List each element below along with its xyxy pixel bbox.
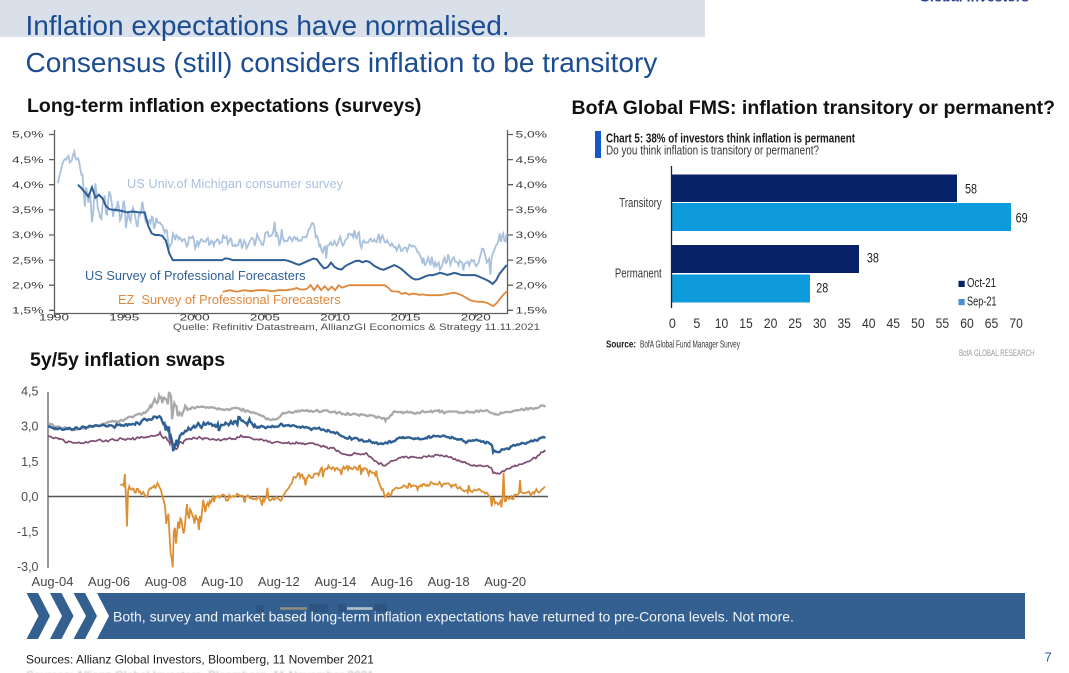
svg-text:Aug-12: Aug-12: [258, 574, 300, 589]
svg-text:2,0%: 2,0%: [516, 280, 548, 291]
svg-text:BofA GLOBAL RESEARCH: BofA GLOBAL RESEARCH: [959, 348, 1035, 358]
svg-text:4,5%: 4,5%: [516, 155, 548, 166]
svg-text:2,5%: 2,5%: [12, 255, 44, 266]
svg-text:30: 30: [813, 315, 827, 331]
svg-text:US Survey of Professional Fore: US Survey of Professional Forecasters: [85, 268, 305, 283]
svg-text:1995: 1995: [109, 313, 139, 324]
svg-text:2015: 2015: [391, 313, 421, 324]
svg-text:50: 50: [911, 315, 925, 331]
svg-text:3,0: 3,0: [21, 420, 38, 434]
svg-text:1,5%: 1,5%: [516, 306, 548, 317]
svg-text:EZ Survey of Professional For: EZ Survey of Professional Forecasters: [118, 292, 341, 307]
svg-text:0: 0: [669, 315, 676, 331]
svg-text:-3,0: -3,0: [17, 560, 39, 574]
svg-text:2000: 2000: [180, 313, 210, 324]
svg-text:Aug-20: Aug-20: [484, 574, 526, 589]
svg-text:BofA Global Fund Manager Surve: BofA Global Fund Manager Survey: [640, 340, 740, 351]
svg-text:Chart 5: 38% of investors thin: Chart 5: 38% of investors think inflatio…: [606, 131, 855, 146]
svg-text:Oct-21: Oct-21: [967, 275, 996, 290]
svg-text:Inflation expectations have no: Inflation expectations have normalised.: [26, 10, 510, 41]
svg-text:1,5: 1,5: [21, 455, 38, 469]
svg-text:Quelle: Refinitiv Datastream,: Quelle: Refinitiv Datastream, AllianzGI …: [173, 322, 540, 333]
svg-text:4,0%: 4,0%: [516, 180, 548, 191]
svg-text:5y/5y inflation swaps: 5y/5y inflation swaps: [30, 349, 225, 371]
svg-text:20: 20: [764, 315, 778, 331]
svg-text:5,0%: 5,0%: [516, 130, 548, 141]
svg-text:3,5%: 3,5%: [12, 205, 44, 216]
svg-text:1990: 1990: [39, 313, 69, 324]
svg-text:Sep-21: Sep-21: [967, 294, 997, 309]
svg-text:5: 5: [693, 315, 700, 331]
svg-text:1,5%: 1,5%: [12, 306, 44, 317]
svg-text:0,0: 0,0: [21, 490, 38, 504]
svg-text:Aug-14: Aug-14: [314, 574, 356, 589]
svg-text:Aug-10: Aug-10: [201, 574, 243, 589]
svg-text:Transitory: Transitory: [619, 195, 662, 210]
svg-text:Aug-04: Aug-04: [32, 574, 74, 589]
svg-text:15: 15: [739, 315, 753, 331]
svg-text:5,0%: 5,0%: [12, 130, 44, 141]
svg-text:Aug-06: Aug-06: [88, 574, 130, 589]
svg-text:2005: 2005: [250, 313, 280, 324]
svg-text:US Univ.of Michigan consumer s: US Univ.of Michigan consumer survey: [127, 176, 344, 191]
svg-text:35: 35: [837, 315, 851, 331]
svg-text:Permanent: Permanent: [615, 266, 662, 281]
svg-text:Aug-08: Aug-08: [145, 574, 187, 589]
svg-text:38: 38: [867, 250, 879, 266]
svg-text:Sources: Allianz Global Invest: Sources: Allianz Global Investors, Bloom…: [26, 653, 374, 667]
svg-text:-1,5: -1,5: [17, 525, 39, 539]
svg-text:2,0%: 2,0%: [12, 280, 44, 291]
svg-text:2020: 2020: [461, 313, 491, 324]
svg-text:28: 28: [816, 280, 828, 296]
svg-text:55: 55: [936, 315, 950, 331]
svg-text:4,5%: 4,5%: [12, 155, 44, 166]
svg-text:2,5%: 2,5%: [516, 255, 548, 266]
svg-text:58: 58: [965, 181, 977, 197]
svg-text:BofA Global FMS: inflation tra: BofA Global FMS: inflation transitory or…: [572, 97, 1056, 119]
svg-text:2010: 2010: [320, 313, 350, 324]
svg-text:40: 40: [862, 315, 876, 331]
svg-text:10: 10: [715, 315, 729, 331]
svg-text:Sources: Allianz Global Invest: Sources: Allianz Global Investors, Bloom…: [26, 669, 374, 673]
svg-text:7: 7: [1045, 650, 1052, 665]
svg-text:Long-term inflation expectatio: Long-term inflation expectations (survey…: [27, 95, 421, 117]
svg-text:45: 45: [887, 315, 901, 331]
svg-text:Both, survey and market based: Both, survey and market based long-term …: [113, 609, 794, 625]
svg-text:4,5: 4,5: [21, 385, 38, 399]
svg-text:3,5%: 3,5%: [516, 205, 548, 216]
svg-text:Aug-18: Aug-18: [428, 574, 470, 589]
svg-text:Source:: Source:: [606, 340, 636, 351]
svg-text:Consensus (still) considers in: Consensus (still) considers inflation to…: [26, 47, 658, 78]
svg-text:60: 60: [960, 315, 974, 331]
svg-text:Do you think inflation is tran: Do you think inflation is transitory or …: [606, 143, 819, 158]
svg-text:69: 69: [1016, 210, 1028, 226]
svg-text:Aug-16: Aug-16: [371, 574, 413, 589]
svg-text:70: 70: [1009, 315, 1023, 331]
svg-text:25: 25: [788, 315, 802, 331]
svg-text:3,0%: 3,0%: [12, 230, 44, 241]
svg-text:4,0%: 4,0%: [12, 180, 44, 191]
svg-text:Global Investors: Global Investors: [919, 0, 1029, 5]
svg-text:65: 65: [985, 315, 999, 331]
svg-text:3,0%: 3,0%: [516, 230, 548, 241]
